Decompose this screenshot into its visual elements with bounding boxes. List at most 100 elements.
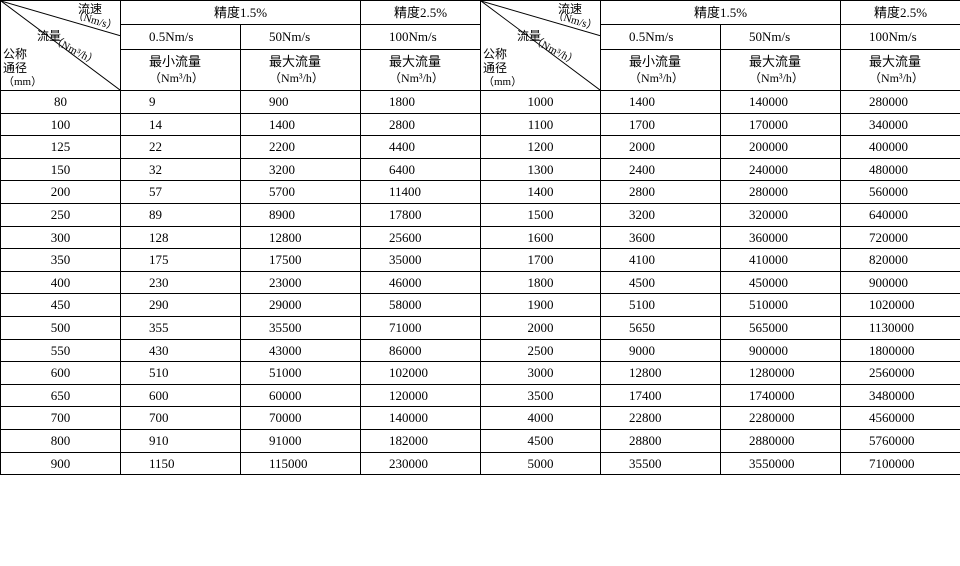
cell-c-l: 86000	[361, 339, 481, 362]
cell-a-r: 9000	[601, 339, 721, 362]
cell-a-l: 89	[121, 203, 241, 226]
cell-dn-l: 650	[1, 384, 121, 407]
table-row: 125222200440012002000200000400000	[1, 136, 960, 159]
cell-c-r: 5760000	[841, 429, 960, 452]
cell-b-l: 8900	[241, 203, 361, 226]
cell-a-l: 230	[121, 271, 241, 294]
cell-c-l: 2800	[361, 113, 481, 136]
cell-c-l: 58000	[361, 294, 481, 317]
cell-dn-r: 1100	[481, 113, 601, 136]
table-row: 2508989001780015003200320000640000	[1, 203, 960, 226]
cell-a-r: 22800	[601, 407, 721, 430]
cell-c-r: 1800000	[841, 339, 960, 362]
cell-b-l: 29000	[241, 294, 361, 317]
cell-a-l: 57	[121, 181, 241, 204]
hdr-speed-1-left: 0.5Nm/s	[121, 25, 241, 49]
cell-b-r: 320000	[721, 203, 841, 226]
cell-a-l: 128	[121, 226, 241, 249]
cell-dn-r: 4000	[481, 407, 601, 430]
cell-c-l: 11400	[361, 181, 481, 204]
cell-dn-l: 900	[1, 452, 121, 475]
cell-dn-l: 100	[1, 113, 121, 136]
cell-c-l: 230000	[361, 452, 481, 475]
hdr-maxflow-b-left: 最大流量（Nm³/h）	[361, 49, 481, 90]
cell-c-l: 35000	[361, 249, 481, 272]
cell-dn-l: 200	[1, 181, 121, 204]
cell-a-r: 12800	[601, 362, 721, 385]
table-row: 809900180010001400140000280000	[1, 91, 960, 114]
cell-dn-r: 1800	[481, 271, 601, 294]
cell-c-l: 46000	[361, 271, 481, 294]
cell-dn-r: 1300	[481, 158, 601, 181]
cell-dn-r: 1500	[481, 203, 601, 226]
cell-a-r: 3200	[601, 203, 721, 226]
cell-dn-l: 300	[1, 226, 121, 249]
cell-dn-l: 150	[1, 158, 121, 181]
hdr-speed-2-left: 50Nm/s	[241, 25, 361, 49]
hdr-accuracy-2-right: 精度2.5%	[841, 1, 960, 25]
cell-a-r: 2400	[601, 158, 721, 181]
cell-dn-l: 500	[1, 316, 121, 339]
cell-c-l: 1800	[361, 91, 481, 114]
hdr-accuracy-2-left: 精度2.5%	[361, 1, 481, 25]
hdr-maxflow-b-right: 最大流量（Nm³/h）	[841, 49, 960, 90]
cell-b-r: 450000	[721, 271, 841, 294]
cell-dn-l: 400	[1, 271, 121, 294]
cell-dn-l: 600	[1, 362, 121, 385]
cell-b-r: 140000	[721, 91, 841, 114]
cell-a-l: 1150	[121, 452, 241, 475]
cell-dn-l: 350	[1, 249, 121, 272]
table-row: 100141400280011001700170000340000	[1, 113, 960, 136]
cell-dn-r: 3000	[481, 362, 601, 385]
cell-dn-r: 2500	[481, 339, 601, 362]
table-row: 8009109100018200045002880028800005760000	[1, 429, 960, 452]
cell-a-l: 290	[121, 294, 241, 317]
cell-c-r: 900000	[841, 271, 960, 294]
cell-dn-l: 550	[1, 339, 121, 362]
cell-c-r: 4560000	[841, 407, 960, 430]
table-row: 4502902900058000190051005100001020000	[1, 294, 960, 317]
table-row: 5003553550071000200056505650001130000	[1, 316, 960, 339]
cell-dn-l: 700	[1, 407, 121, 430]
cell-dn-l: 125	[1, 136, 121, 159]
cell-b-l: 91000	[241, 429, 361, 452]
cell-dn-l: 800	[1, 429, 121, 452]
cell-b-l: 35500	[241, 316, 361, 339]
cell-a-r: 1400	[601, 91, 721, 114]
hdr-speed-1-right: 0.5Nm/s	[601, 25, 721, 49]
cell-c-l: 25600	[361, 226, 481, 249]
hdr-maxflow-a-right: 最大流量（Nm³/h）	[721, 49, 841, 90]
hdr-minflow-right: 最小流量（Nm³/h）	[601, 49, 721, 90]
cell-a-l: 9	[121, 91, 241, 114]
cell-b-r: 2880000	[721, 429, 841, 452]
cell-c-r: 480000	[841, 158, 960, 181]
cell-b-r: 170000	[721, 113, 841, 136]
cell-dn-r: 1000	[481, 91, 601, 114]
table-row: 6506006000012000035001740017400003480000	[1, 384, 960, 407]
cell-a-l: 32	[121, 158, 241, 181]
cell-c-r: 2560000	[841, 362, 960, 385]
cell-a-r: 2000	[601, 136, 721, 159]
cell-a-r: 2800	[601, 181, 721, 204]
cell-b-l: 51000	[241, 362, 361, 385]
cell-b-l: 3200	[241, 158, 361, 181]
cell-dn-r: 5000	[481, 452, 601, 475]
cell-a-r: 17400	[601, 384, 721, 407]
table-row: 6005105100010200030001280012800002560000	[1, 362, 960, 385]
cell-b-r: 510000	[721, 294, 841, 317]
table-row: 150323200640013002400240000480000	[1, 158, 960, 181]
cell-dn-r: 4500	[481, 429, 601, 452]
cell-a-r: 4500	[601, 271, 721, 294]
cell-b-l: 5700	[241, 181, 361, 204]
cell-a-r: 4100	[601, 249, 721, 272]
cell-b-l: 12800	[241, 226, 361, 249]
cell-b-l: 1400	[241, 113, 361, 136]
table-row: 9001150115000230000500035500355000071000…	[1, 452, 960, 475]
cell-c-r: 3480000	[841, 384, 960, 407]
cell-a-l: 14	[121, 113, 241, 136]
cell-dn-r: 1700	[481, 249, 601, 272]
hdr-speed-3-right: 100Nm/s	[841, 25, 960, 49]
hdr-minflow-left: 最小流量（Nm³/h）	[121, 49, 241, 90]
cell-a-l: 510	[121, 362, 241, 385]
hdr-accuracy-1-right: 精度1.5%	[601, 1, 841, 25]
